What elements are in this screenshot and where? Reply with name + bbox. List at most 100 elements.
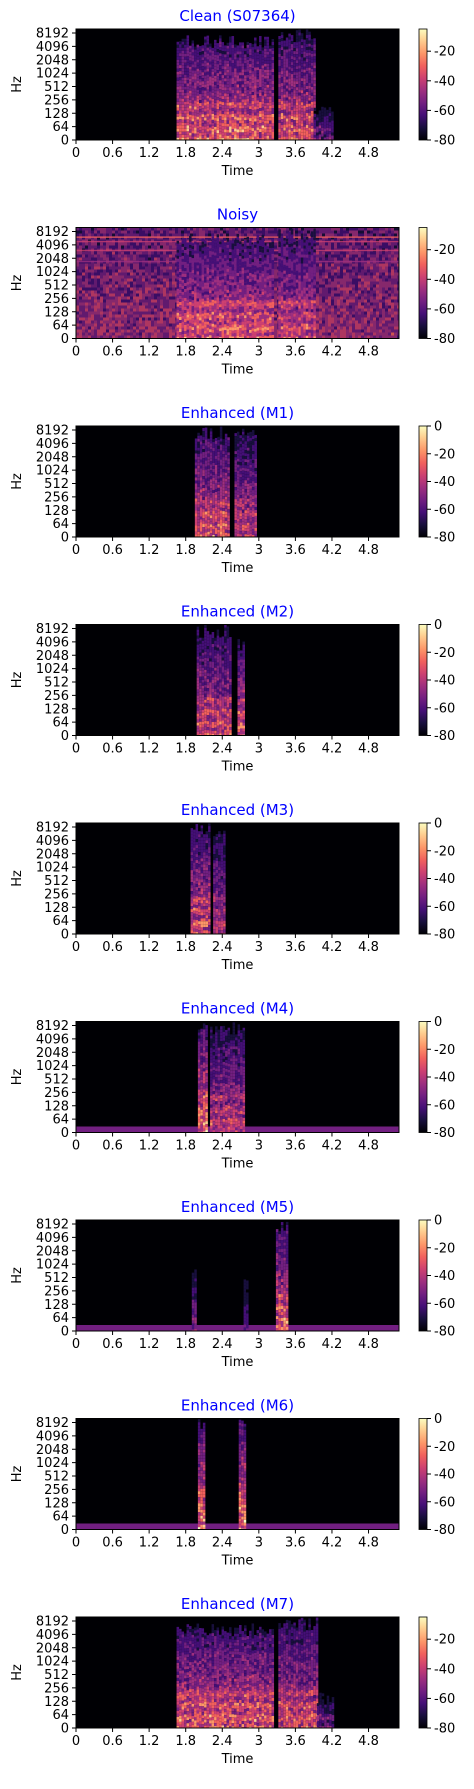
noise-cell: [121, 323, 124, 327]
noise-cell: [139, 254, 142, 258]
noise-cell: [85, 233, 88, 237]
spectral-cell: [300, 138, 304, 140]
noise-cell: [109, 296, 112, 300]
spectral-cell: [236, 135, 240, 139]
spectral-cell: [316, 120, 319, 124]
spectral-cell: [261, 92, 265, 96]
noise-cell: [316, 275, 319, 279]
spectral-cell: [214, 126, 217, 130]
spectral-cell: [189, 54, 192, 58]
noise-cell: [106, 254, 109, 258]
spectral-cell: [298, 77, 301, 81]
noise-cell: [316, 236, 319, 240]
noise-cell: [136, 227, 139, 231]
noise-cell: [151, 245, 154, 249]
spectral-cell: [254, 94, 257, 98]
spectral-cell: [266, 126, 270, 130]
noise-cell: [148, 305, 151, 309]
spectral-cell: [303, 138, 306, 140]
noise-cell: [94, 233, 97, 237]
noise-cell: [139, 245, 142, 249]
spectral-cell: [259, 51, 262, 55]
spectral-cell: [196, 92, 200, 96]
spectral-cell: [184, 122, 187, 126]
noise-cell: [175, 320, 178, 324]
noise-cell: [208, 233, 211, 237]
spectral-cell: [313, 59, 316, 63]
spectral-cell: [196, 56, 200, 60]
spectral-cell: [264, 90, 267, 94]
spectral-cell: [259, 129, 262, 133]
noise-cell: [274, 281, 277, 285]
noise-cell: [199, 233, 202, 237]
noise-cell: [130, 290, 133, 294]
noise-cell: [136, 311, 139, 315]
noise-cell: [304, 233, 307, 237]
noise-cell: [88, 332, 91, 336]
spectral-cell: [176, 134, 180, 138]
spectral-cell: [295, 102, 299, 106]
spectral-cell: [214, 39, 217, 43]
noise-cell: [151, 227, 154, 231]
y-tick-label: 8192: [36, 27, 69, 42]
spectral-cell: [234, 68, 237, 72]
spectral-cell: [236, 117, 240, 121]
y-tick-label: 1024: [36, 67, 69, 82]
spectral-cell: [191, 103, 195, 107]
spectral-cell: [323, 110, 327, 114]
noise-cell: [169, 230, 172, 234]
spectral-cell: [241, 123, 245, 127]
spectral-cell: [278, 108, 281, 112]
spectral-cell: [264, 117, 267, 121]
spectral-cell: [285, 88, 289, 92]
spectral-cell: [219, 77, 222, 81]
spectral-cell: [214, 90, 217, 94]
spectral-cell: [295, 42, 299, 46]
spectral-cell: [189, 57, 192, 61]
noise-cell: [103, 227, 106, 231]
spectral-cell: [305, 35, 309, 39]
spectral-cell: [249, 112, 252, 116]
spectral-cell: [191, 112, 195, 116]
spectral-cell: [199, 115, 202, 119]
spectral-cell: [305, 59, 309, 63]
spectral-cell: [295, 33, 299, 37]
spectral-cell: [189, 78, 192, 82]
noise-cell: [127, 335, 130, 339]
noise-cell: [115, 287, 118, 291]
spectral-cell: [321, 133, 324, 137]
noise-cell: [274, 266, 277, 270]
noise-cell: [88, 305, 91, 309]
spectral-cell: [271, 120, 275, 124]
noise-cell: [151, 332, 154, 336]
spectral-cell: [254, 130, 257, 134]
noise-cell: [97, 236, 100, 240]
spectral-cell: [269, 138, 272, 140]
noise-cell: [103, 293, 106, 297]
spectral-cell: [313, 107, 317, 111]
spectral-cell: [249, 76, 252, 80]
spectral-cell: [246, 71, 250, 75]
spectral-cell: [229, 132, 232, 136]
spectral-cell: [313, 68, 316, 72]
spectral-cell: [201, 81, 205, 85]
spectral-cell: [221, 111, 225, 115]
spectral-cell: [186, 89, 190, 93]
noise-cell: [142, 293, 145, 297]
spectral-cell: [176, 50, 180, 54]
spectral-cell: [221, 72, 225, 76]
spectral-cell: [234, 128, 237, 132]
spectral-cell: [234, 89, 237, 93]
spectral-cell: [206, 50, 210, 54]
spectral-cell: [214, 114, 217, 118]
noise-cell: [136, 281, 139, 285]
spectral-cell: [211, 137, 215, 140]
noise-cell: [319, 287, 322, 291]
spectral-cell: [196, 74, 200, 78]
spectral-cell: [313, 92, 316, 96]
noise-cell: [142, 320, 145, 324]
spectral-cell: [295, 48, 299, 52]
spectral-cell: [283, 103, 286, 107]
spectral-cell: [331, 135, 334, 139]
x-tick-label: 1.8: [175, 146, 196, 161]
